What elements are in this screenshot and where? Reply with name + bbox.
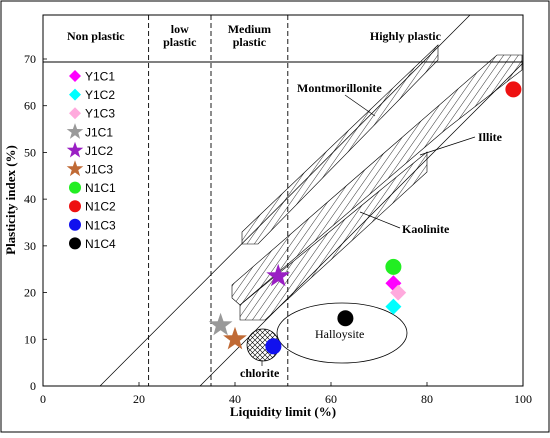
- kaolinite-leader: [359, 211, 401, 229]
- point-n1c2: [505, 81, 522, 98]
- plot-area: [42, 14, 524, 387]
- point-j1c3: [223, 326, 247, 350]
- x-tick-label-20: 20: [133, 392, 145, 406]
- legend-marker-n1c1: [69, 181, 81, 194]
- legend-label-n1c4: N1C4: [85, 237, 116, 251]
- y-tick-label-70: 70: [24, 52, 36, 66]
- legend-label-j1c2: J1C2: [85, 144, 113, 158]
- point-n1c1: [385, 258, 402, 275]
- mineral-regions: [99, 15, 523, 386]
- point-j1c2: [266, 263, 291, 287]
- legend-marker-j1c3: [66, 160, 84, 177]
- chlorite-label: chlorite: [240, 366, 280, 380]
- illite-leader: [419, 136, 476, 156]
- y-tick-label-0: 0: [30, 379, 36, 393]
- x-tick-label-0: 0: [40, 392, 46, 406]
- legend-marker-y1c2: [69, 88, 81, 101]
- montmorillonite-region: [241, 44, 439, 245]
- legend-marker-y1c3: [69, 107, 81, 120]
- legend-label-n1c3: N1C3: [85, 218, 116, 232]
- data-points: [208, 81, 522, 355]
- zone-label-2-1: plastic: [233, 35, 267, 49]
- point-y1c3: [390, 284, 407, 301]
- legend-marker-n1c4: [69, 237, 81, 250]
- montmorillonite-label: Montmorillonite: [297, 81, 382, 95]
- zone-label-3-0: Highly plastic: [370, 29, 442, 43]
- point-n1c4: [337, 310, 354, 327]
- legend-marker-j1c2: [66, 141, 84, 158]
- legend-marker-n1c3: [69, 218, 81, 231]
- legend-label-n1c2: N1C2: [85, 200, 116, 214]
- x-tick-label-40: 40: [229, 392, 241, 406]
- axis-ticks: 0 20 40 60 80 100 0 10 20 30 40 50 60 70: [24, 52, 532, 406]
- kaolinite-region: [239, 151, 428, 321]
- zone-label-0-0: Non plastic: [67, 29, 125, 43]
- legend-label-y1c2: Y1C2: [85, 88, 115, 102]
- montmorillonite-leader: [344, 94, 376, 117]
- x-tick-label-100: 100: [514, 392, 532, 406]
- halloysite-region: [276, 302, 408, 364]
- zone-label-2-0: Medium: [228, 22, 271, 36]
- y-axis-title: Plasticity index (%): [3, 145, 18, 255]
- legend-label-n1c1: N1C1: [85, 181, 116, 195]
- y-tick-label-20: 20: [24, 286, 36, 300]
- y-tick-label-10: 10: [24, 332, 36, 346]
- x-tick-label-80: 80: [421, 392, 433, 406]
- x-tick-label-60: 60: [325, 392, 337, 406]
- legend: Y1C1 Y1C2 Y1C3 J1C1 J1C2 J1C3 N1C1 N1C2 N1C3 N1C4: [66, 70, 116, 251]
- zone-label-1-1: plastic: [163, 35, 197, 49]
- legend-marker-j1c1: [66, 123, 84, 139]
- point-j1c1: [208, 312, 233, 336]
- legend-marker-y1c1: [69, 70, 81, 82]
- point-n1c3: [265, 338, 282, 355]
- halloysite-label: Halloysite: [315, 327, 364, 341]
- legend-label-j1c3: J1C3: [85, 163, 113, 177]
- legend-label-j1c1: J1C1: [85, 125, 113, 139]
- point-y1c2: [385, 298, 402, 315]
- x-axis-title: Liquidity limit (%): [230, 404, 336, 419]
- illite-label: Illite: [478, 130, 503, 144]
- y-tick-label-60: 60: [24, 99, 36, 113]
- legend-label-y1c1: Y1C1: [85, 70, 115, 84]
- legend-marker-n1c2: [69, 200, 81, 213]
- y-tick-label-40: 40: [24, 192, 36, 206]
- y-tick-label-50: 50: [24, 145, 36, 159]
- legend-label-y1c3: Y1C3: [85, 107, 115, 121]
- y-tick-label-30: 30: [24, 239, 36, 253]
- kaolinite-label: Kaolinite: [402, 222, 450, 236]
- zone-label-1-0: low: [171, 22, 189, 36]
